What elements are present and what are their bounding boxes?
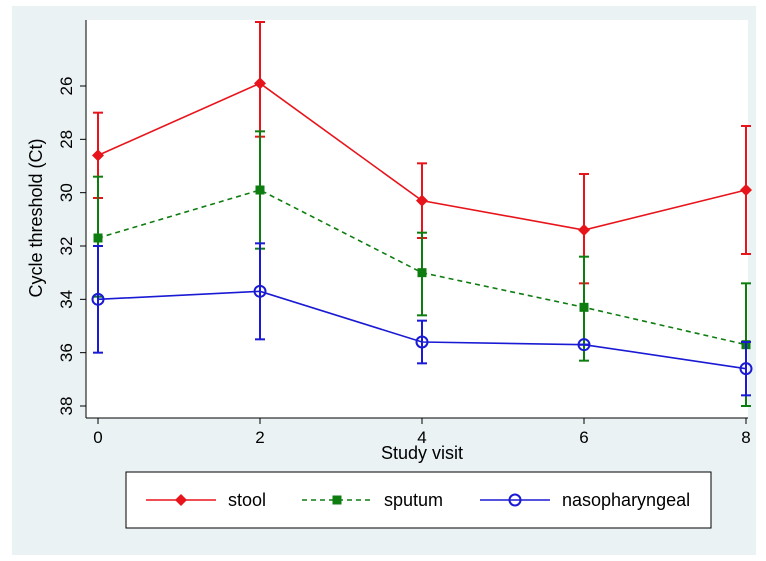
data-point bbox=[417, 268, 427, 278]
data-point bbox=[91, 292, 105, 306]
legend-label: nasopharyngeal bbox=[562, 490, 690, 510]
legend-label: stool bbox=[228, 490, 266, 510]
data-point bbox=[93, 233, 103, 243]
y-tick-label: 32 bbox=[57, 237, 76, 256]
data-point bbox=[255, 185, 265, 195]
legend-marker bbox=[332, 495, 342, 505]
y-tick-label: 26 bbox=[57, 77, 76, 96]
legend: stool sputum nasopharyngeal bbox=[125, 471, 712, 529]
series-layer bbox=[91, 21, 753, 407]
axes: 0 2 4 6 8 26 28 30 32 34 36 38 bbox=[57, 20, 751, 447]
legend-marker bbox=[175, 494, 187, 506]
data-point bbox=[415, 335, 429, 349]
data-point bbox=[578, 224, 590, 236]
data-point bbox=[739, 362, 753, 376]
series-line bbox=[97, 290, 747, 370]
legend-marker bbox=[508, 493, 522, 507]
x-tick-label: 0 bbox=[93, 428, 102, 447]
data-point bbox=[577, 338, 591, 352]
chart-figure: 0 2 4 6 8 26 28 30 32 34 36 38 Cycle threshold (Ct)… bbox=[12, 6, 756, 555]
y-axis-label: Cycle threshold (Ct) bbox=[26, 138, 46, 297]
data-point bbox=[254, 77, 266, 90]
x-tick-label: 6 bbox=[579, 428, 588, 447]
legend-box bbox=[125, 471, 712, 529]
y-tick-label: 36 bbox=[57, 343, 76, 362]
x-tick-label: 8 bbox=[741, 428, 750, 447]
legend-entry-stool: stool bbox=[146, 490, 266, 510]
series-nasopharyngeal bbox=[91, 242, 753, 397]
legend-entry-sputum: sputum bbox=[302, 490, 443, 510]
data-point bbox=[92, 149, 104, 162]
data-point bbox=[740, 184, 752, 196]
x-tick-label: 4 bbox=[417, 428, 426, 447]
plot-area bbox=[86, 20, 748, 418]
y-tick-label: 34 bbox=[57, 290, 76, 309]
x-tick-label: 2 bbox=[255, 428, 264, 447]
y-tick-label: 38 bbox=[57, 397, 76, 416]
y-tick-label: 30 bbox=[57, 183, 76, 202]
line-chart: 0 2 4 6 8 26 28 30 32 34 36 38 Cycle threshold (Ct)… bbox=[26, 20, 753, 529]
legend-entry-nasopharyngeal: nasopharyngeal bbox=[480, 490, 690, 510]
data-point bbox=[579, 302, 589, 312]
data-point bbox=[253, 284, 267, 298]
legend-label: sputum bbox=[384, 490, 443, 510]
x-axis-label: Study visit bbox=[381, 443, 463, 463]
y-tick-label: 28 bbox=[57, 130, 76, 149]
series-line bbox=[97, 189, 747, 346]
data-point bbox=[416, 194, 428, 207]
